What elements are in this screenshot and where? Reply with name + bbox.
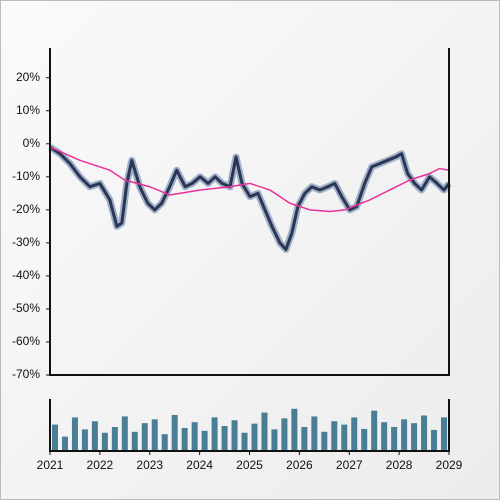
- volume-bar: [191, 422, 198, 451]
- volume-bar: [121, 416, 128, 451]
- volume-bar: [241, 432, 248, 451]
- x-tick-label: 2023: [136, 458, 163, 472]
- volume-bar: [251, 423, 258, 451]
- x-tick-label: 2026: [286, 458, 313, 472]
- price-line: [49, 145, 451, 251]
- y-tick-label: -40%: [12, 268, 40, 282]
- y-tick-label: -10%: [12, 169, 40, 183]
- x-tick-label: 2027: [336, 458, 363, 472]
- volume-bar: [271, 429, 278, 451]
- volume-bar: [161, 434, 168, 451]
- volume-bar: [91, 421, 98, 451]
- x-tick-label: 2024: [186, 458, 213, 472]
- volume-bar: [321, 431, 328, 451]
- volume-bar: [421, 415, 428, 451]
- volume-bar: [431, 429, 438, 451]
- volume-bar: [351, 417, 358, 451]
- y-tick-label: -70%: [12, 367, 40, 381]
- volume-bar: [81, 429, 88, 451]
- volume-frame: [49, 399, 450, 452]
- x-tick-label: 2021: [37, 458, 64, 472]
- y-tick-label: -50%: [12, 301, 40, 315]
- volume-bar: [181, 427, 188, 451]
- volume-bar: [111, 427, 118, 451]
- volume-bar: [391, 427, 398, 451]
- volume-bar: [141, 423, 148, 451]
- volume-bar: [441, 417, 448, 451]
- volume-bar: [411, 423, 418, 451]
- y-tick-label: -60%: [12, 334, 40, 348]
- volume-bar: [361, 428, 368, 451]
- volume-bar: [331, 421, 338, 451]
- y-tick-label: 10%: [16, 103, 40, 117]
- x-tick-label: 2022: [87, 458, 114, 472]
- volume-bar: [51, 424, 58, 451]
- y-tick-label: 20%: [16, 70, 40, 84]
- volume-bar: [61, 436, 68, 451]
- y-tick-label: 0%: [23, 136, 41, 150]
- volume-bar: [71, 417, 78, 451]
- plot-frame: [49, 48, 450, 376]
- volume-bar: [291, 408, 298, 451]
- volume-bar: [371, 410, 378, 451]
- volume-bar: [231, 420, 238, 451]
- volume-bar: [171, 415, 178, 451]
- y-tick-label: -30%: [12, 235, 40, 249]
- moving-average: [49, 146, 450, 213]
- y-tick-label: -20%: [12, 202, 40, 216]
- volume-bar: [221, 426, 228, 451]
- volume-bar: [301, 427, 308, 451]
- volume-bar: [201, 430, 208, 451]
- volume-bar: [261, 412, 268, 451]
- volume-bar: [151, 419, 158, 451]
- volume-bar: [381, 422, 388, 451]
- volume-bar: [281, 418, 288, 451]
- volume-bar: [101, 432, 108, 451]
- x-tick-label: 2028: [386, 458, 413, 472]
- volume-bar: [311, 416, 318, 451]
- volume-bar: [131, 431, 138, 451]
- x-tick-label: 2029: [436, 458, 463, 472]
- volume-bar: [401, 419, 408, 451]
- x-tick-label: 2025: [236, 458, 263, 472]
- volume-bar: [211, 417, 218, 451]
- volume-bar: [341, 424, 348, 451]
